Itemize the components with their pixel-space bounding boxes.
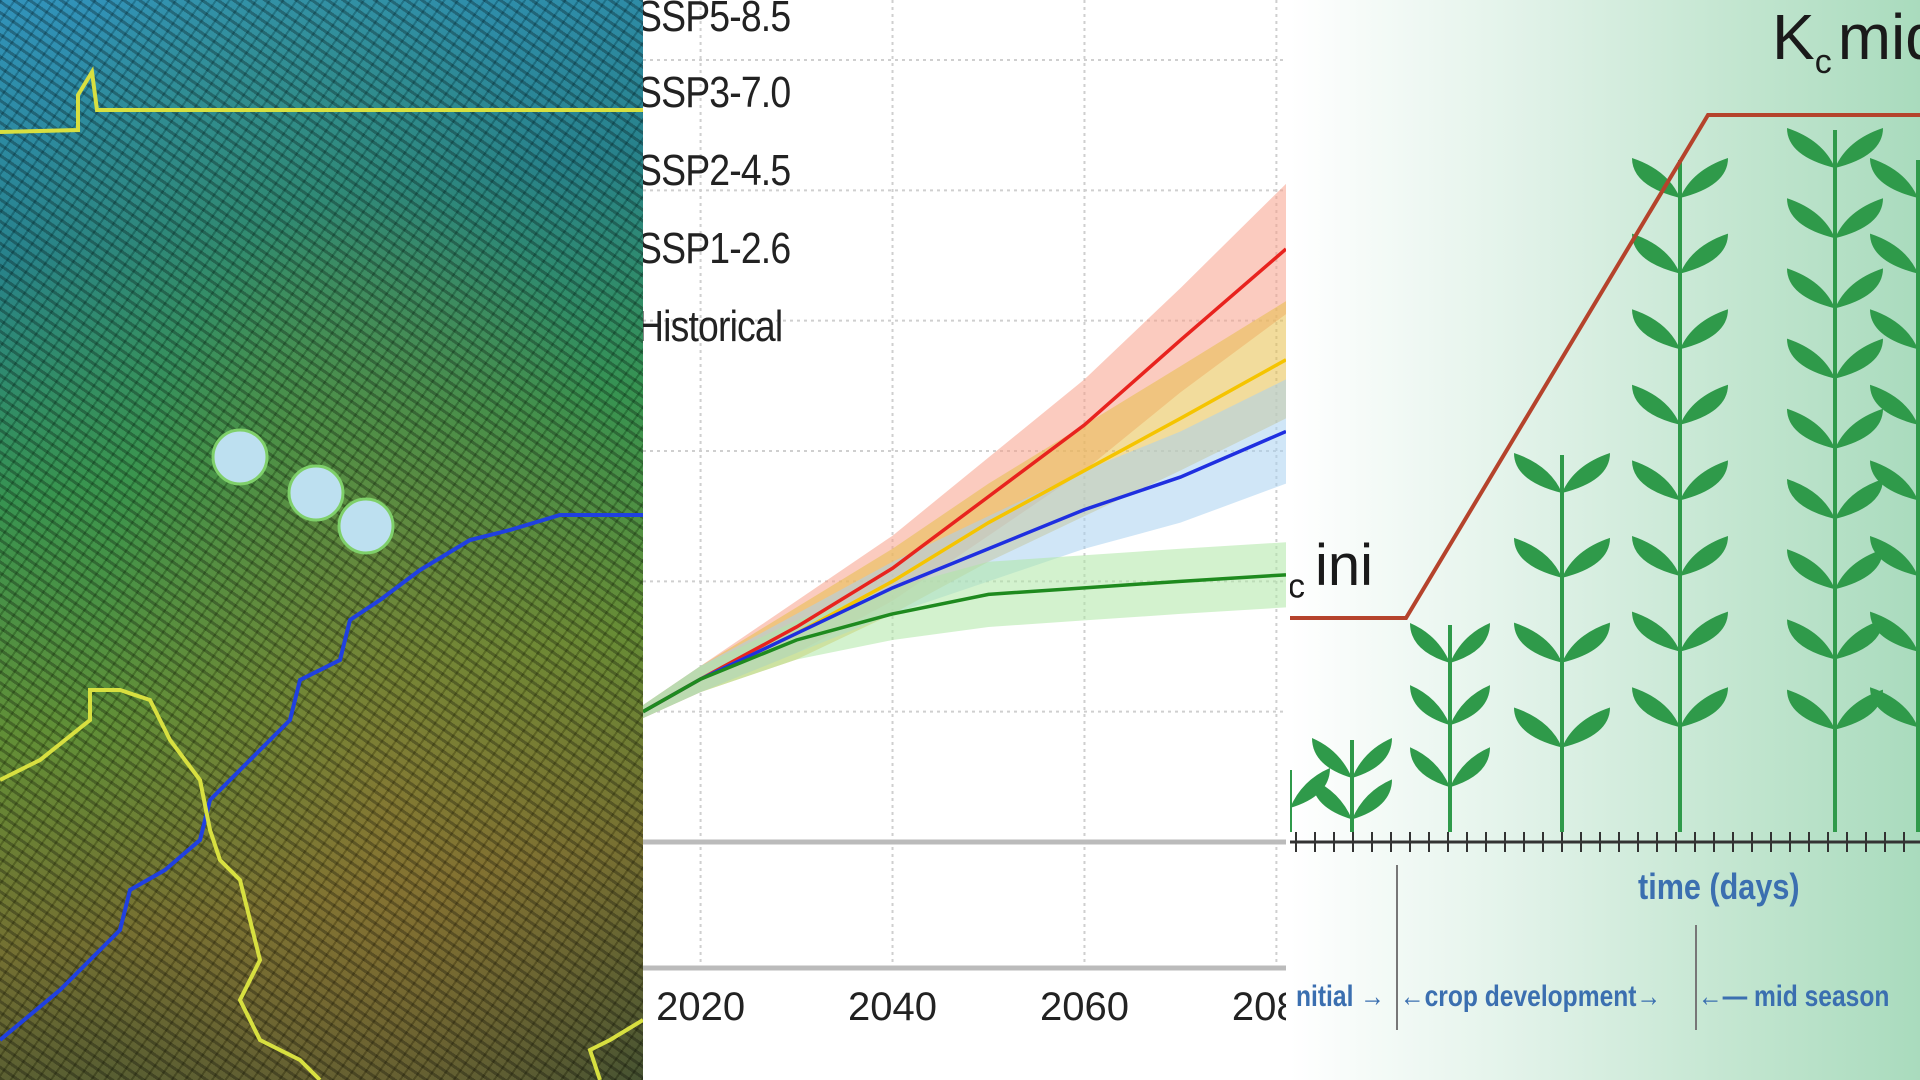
time-axis-label: time (days) <box>1638 866 1800 907</box>
legend-entry-ssp585: SSP5-8.5 <box>643 0 791 41</box>
plant-illustration <box>1632 158 1728 832</box>
terrain-texture <box>0 0 643 1080</box>
stage-crop-development: ←crop development→ <box>1400 980 1662 1013</box>
scenario-chart: 2020 2040 2060 2080 <box>643 0 1286 1029</box>
scenario-chart-panel: 2020 2040 2060 2080 SSP5-8.5 SSP3-7.0 SSP2-… <box>643 0 1286 1080</box>
location-marker[interactable] <box>337 497 395 555</box>
legend-entry-ssp126: SSP1-2.6 <box>643 224 791 273</box>
plant-illustration <box>1514 453 1610 832</box>
map-overlay <box>0 66 643 1080</box>
x-tick-label: 2020 <box>656 985 745 1029</box>
stage-mid-season-label: mid season <box>1754 980 1890 1013</box>
kc-ini-subscript: c <box>1290 567 1305 606</box>
panel-divider <box>1286 0 1290 1080</box>
legend-entry-historical: Historical <box>643 302 783 351</box>
plant-illustration <box>1870 158 1920 832</box>
river-line <box>0 513 643 1042</box>
stage-crop-development-label: crop development <box>1424 980 1637 1013</box>
plant-illustration <box>1410 623 1490 832</box>
crop-coefficient-diagram <box>1290 113 1920 1030</box>
stage-mid-season: ←— mid season <box>1698 980 1890 1013</box>
plant-illustration <box>1787 128 1883 832</box>
legend-entry-ssp245: SSP2-4.5 <box>643 146 791 195</box>
x-tick-label: 2060 <box>1040 985 1129 1029</box>
terrain-map-panel <box>0 0 643 1080</box>
series-line-SSP1-2.6 <box>643 573 1286 714</box>
stage-initial: nitial → <box>1296 980 1385 1013</box>
kc-mid-subscript: c <box>1814 42 1832 81</box>
series-band-SSP1-2.6 <box>643 542 1286 719</box>
boundary-line-top <box>0 66 643 134</box>
boundary-line-corner <box>587 1018 643 1080</box>
stage-initial-label: nitial <box>1296 980 1354 1013</box>
x-tick-label: 2040 <box>848 985 937 1029</box>
kc-ini-text: ini <box>1315 533 1374 598</box>
kc-ini-label: c ini <box>1290 532 1373 607</box>
boundary-line-bottom <box>0 688 322 1080</box>
location-marker[interactable] <box>211 428 269 486</box>
location-marker[interactable] <box>287 464 345 522</box>
kc-mid-letter: K <box>1772 1 1815 73</box>
kc-mid-text: mid <box>1837 1 1920 73</box>
kc-curve <box>1290 113 1920 620</box>
kc-mid-label: Kcmid <box>1772 0 1920 82</box>
plant-illustration <box>1312 738 1392 832</box>
plant-illustration <box>1290 768 1330 832</box>
x-tick-label: 2080 <box>1232 985 1286 1029</box>
legend-entry-ssp370: SSP3-7.0 <box>643 68 791 117</box>
